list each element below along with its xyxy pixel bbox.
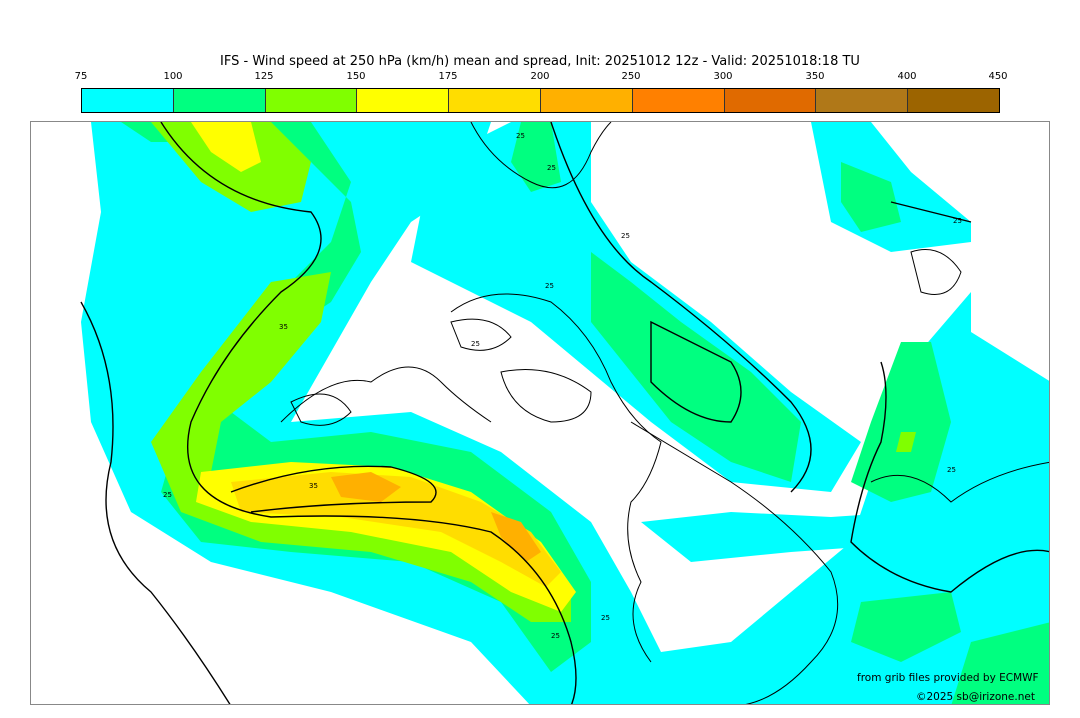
colorbar-tick: 150	[346, 71, 366, 82]
contour-label: 25	[547, 164, 556, 172]
wind-speed-fill-200	[331, 472, 541, 562]
colorbar	[81, 88, 1000, 113]
colorbar-segment	[82, 89, 174, 112]
colorbar-tick: 100	[163, 71, 183, 82]
contour-label: 25	[545, 282, 554, 290]
colorbar-segment	[449, 89, 541, 112]
colorbar-segment	[724, 89, 817, 112]
colorbar-tick: 175	[438, 71, 458, 82]
colorbar-segment	[265, 89, 358, 112]
colorbar-tick: 350	[805, 71, 825, 82]
contour-label: 25	[601, 614, 610, 622]
colorbar-segment	[632, 89, 725, 112]
contour-label: 25	[621, 232, 630, 240]
colorbar-segment	[816, 89, 909, 112]
contour-label: 25	[953, 217, 962, 225]
mean-contours	[80, 122, 1049, 704]
colorbar-tick: 200	[530, 71, 550, 82]
colorbar-segment	[540, 89, 633, 112]
colorbar-tick: 400	[897, 71, 917, 82]
colorbar-tick: 300	[713, 71, 733, 82]
contour-label: 35	[309, 482, 318, 490]
copyright-credit: ©2025 sb@irizone.net	[916, 691, 1035, 703]
colorbar-tick: 450	[988, 71, 1008, 82]
data-source-credit: from grib files provided by ECMWF	[857, 672, 1039, 684]
contour-label: 25	[947, 466, 956, 474]
colorbar-segment	[908, 89, 999, 112]
colorbar-tick: 75	[74, 71, 88, 82]
colorbar-tick: 250	[621, 71, 641, 82]
colorbar-segment	[357, 89, 450, 112]
coastlines	[280, 122, 1049, 704]
contour-labels: 25 25 25 35 25 25 25 35 25 25 25 25	[163, 132, 962, 640]
map-title: IFS - Wind speed at 250 hPa (km/h) mean …	[220, 54, 860, 69]
contour-label: 35	[279, 323, 288, 331]
contour-label: 25	[551, 632, 560, 640]
wind-map: 25 25 25 35 25 25 25 35 25 25 25 25	[30, 121, 1050, 705]
colorbar-segment	[173, 89, 266, 112]
colorbar-tick: 125	[254, 71, 274, 82]
contour-label: 25	[471, 340, 480, 348]
wind-map-svg: 25 25 25 35 25 25 25 35 25 25 25 25	[80, 122, 1049, 704]
contour-label: 25	[516, 132, 525, 140]
contour-label: 25	[163, 491, 172, 499]
wind-speed-fill-175	[231, 472, 561, 587]
